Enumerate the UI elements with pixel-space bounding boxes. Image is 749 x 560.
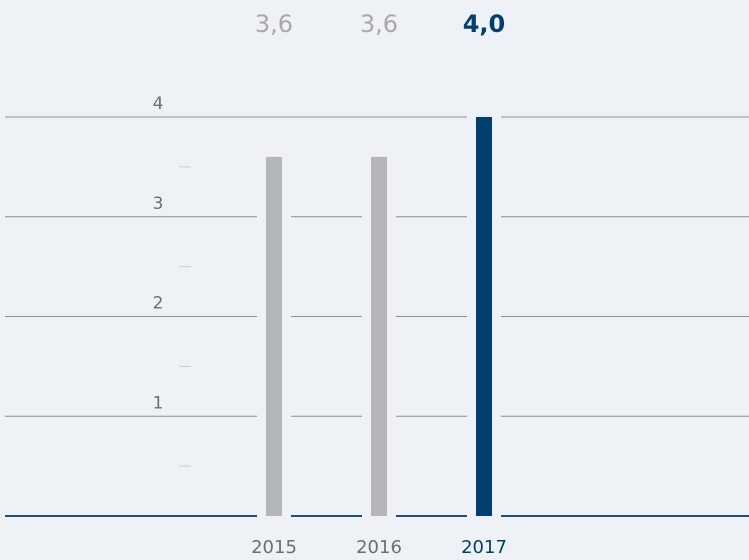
bar [476,117,492,516]
x-tick-label: 2016 [356,537,402,558]
y-tick-label: 4 [153,94,164,114]
y-tick-label: 1 [153,393,164,413]
value-label: 4,0 [463,10,506,38]
x-tick-label: 2015 [251,537,297,558]
value-label: 3,6 [360,10,398,38]
y-tick-label: 2 [153,294,164,314]
x-tick-label: 2017 [461,537,507,558]
bar [371,156,387,516]
value-label: 3,6 [255,10,293,38]
y-tick-label: 3 [153,194,164,214]
bar [266,156,282,516]
